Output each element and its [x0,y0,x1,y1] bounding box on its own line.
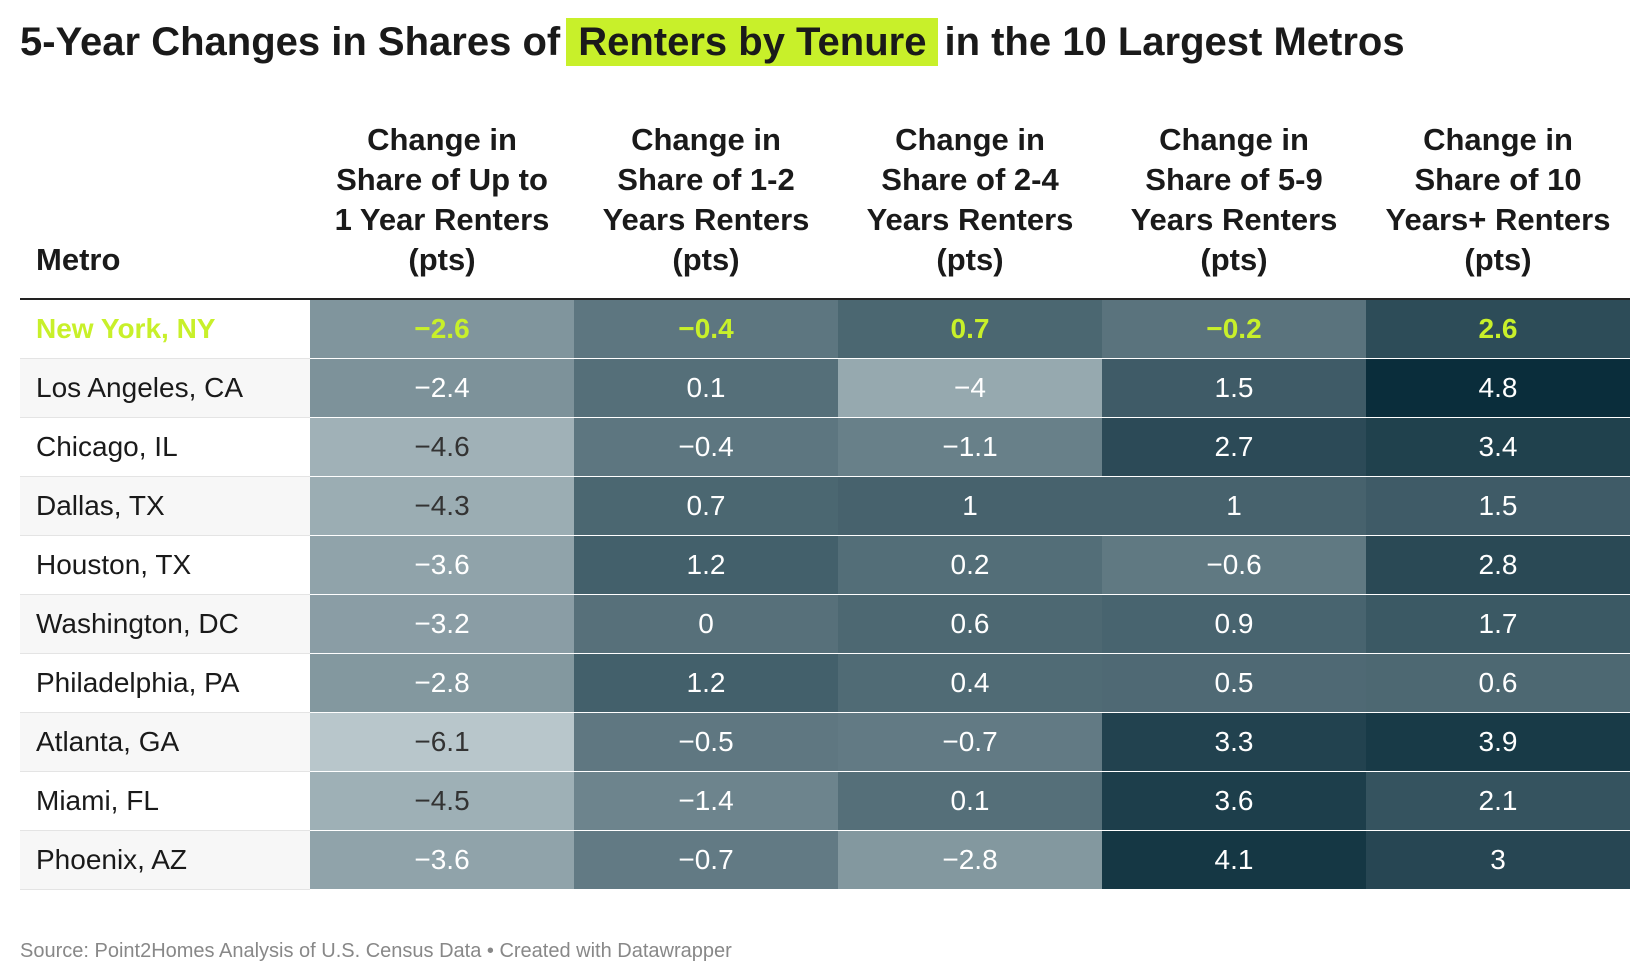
metro-cell: Miami, FL [20,771,310,831]
value-cell: 1.5 [1102,358,1366,418]
value-cell: 4.1 [1102,830,1366,890]
value-cell: 1.5 [1366,476,1630,536]
value-cell: 1.7 [1366,594,1630,654]
title-text: 5-Year Changes in Shares of [20,20,561,64]
value-cell: 3.3 [1102,712,1366,772]
table-row: Phoenix, AZ −3.6 −0.7 −2.8 4.1 3 [20,830,1630,890]
value-cell: −0.7 [838,712,1102,772]
metro-cell: Houston, TX [20,535,310,595]
metro-cell: Washington, DC [20,594,310,654]
value-cell: −4.3 [310,476,574,536]
value-cell: −3.6 [310,830,574,890]
value-cell: 0.7 [574,476,838,536]
metro-cell: Dallas, TX [20,476,310,536]
value-cell: −0.4 [574,417,838,477]
value-cell: 0.5 [1102,653,1366,713]
value-cell: −4.6 [310,417,574,477]
column-header: Change in Share of Up to 1 Year Renters … [310,120,574,300]
table-body: New York, NY −2.6 −0.4 0.7 −0.2 2.6 Los Angele… [20,299,1630,890]
metro-cell: Phoenix, AZ [20,830,310,890]
value-cell: −6.1 [310,712,574,772]
column-header: Change in Share of 10 Years+ Renters (pt… [1366,120,1630,300]
column-header: Metro [20,120,310,300]
value-cell: 0.9 [1102,594,1366,654]
value-cell: −0.6 [1102,535,1366,595]
value-cell: 1 [1102,476,1366,536]
title: 5-Year Changes in Shares of Renters by Te… [20,18,1405,66]
value-cell: 2.6 [1366,299,1630,359]
table-row: Houston, TX −3.6 1.2 0.2 −0.6 2.8 [20,535,1630,595]
value-cell: 4.8 [1366,358,1630,418]
value-cell: 2.7 [1102,417,1366,477]
value-cell: 3 [1366,830,1630,890]
value-cell: 1.2 [574,535,838,595]
column-header: Change in Share of 2-4 Years Renters (pt… [838,120,1102,300]
table-row: Los Angeles, CA −2.4 0.1 −4 1.5 4.8 [20,358,1630,418]
value-cell: −0.5 [574,712,838,772]
table: Metro Change in Share of Up to 1 Year Ren… [20,120,1630,890]
table-row: Washington, DC −3.2 0 0.6 0.9 1.7 [20,594,1630,654]
value-cell: −4 [838,358,1102,418]
value-cell: −3.2 [310,594,574,654]
value-cell: 2.1 [1366,771,1630,831]
value-cell: 0.7 [838,299,1102,359]
table-row: New York, NY −2.6 −0.4 0.7 −0.2 2.6 [20,299,1630,359]
value-cell: −4.5 [310,771,574,831]
value-cell: 1.2 [574,653,838,713]
header-row: Metro Change in Share of Up to 1 Year Ren… [20,120,1630,300]
value-cell: −2.8 [838,830,1102,890]
value-cell: −2.4 [310,358,574,418]
table-row: Miami, FL −4.5 −1.4 0.1 3.6 2.1 [20,771,1630,831]
table-row: Philadelphia, PA −2.8 1.2 0.4 0.5 0.6 [20,653,1630,713]
metro-cell: Atlanta, GA [20,712,310,772]
source: Source: Point2Homes Analysis of U.S. Cen… [20,940,732,962]
value-cell: −2.6 [310,299,574,359]
metro-cell: Los Angeles, CA [20,358,310,418]
value-cell: 3.4 [1366,417,1630,477]
value-cell: 2.8 [1366,535,1630,595]
metro-cell: Philadelphia, PA [20,653,310,713]
table-row: Atlanta, GA −6.1 −0.5 −0.7 3.3 3.9 [20,712,1630,772]
value-cell: −1.4 [574,771,838,831]
value-cell: −0.7 [574,830,838,890]
value-cell: 0.1 [574,358,838,418]
metro-cell: New York, NY [20,299,310,359]
value-cell: −2.8 [310,653,574,713]
metro-cell: Chicago, IL [20,417,310,477]
table-row: Chicago, IL −4.6 −0.4 −1.1 2.7 3.4 [20,417,1630,477]
value-cell: 1 [838,476,1102,536]
value-cell: −0.2 [1102,299,1366,359]
title-text: in the 10 Largest Metros [944,20,1405,64]
value-cell: −0.4 [574,299,838,359]
value-cell: 0.2 [838,535,1102,595]
value-cell: 0.4 [838,653,1102,713]
table-row: Dallas, TX −4.3 0.7 1 1 1.5 [20,476,1630,536]
value-cell: −1.1 [838,417,1102,477]
value-cell: 3.6 [1102,771,1366,831]
value-cell: −3.6 [310,535,574,595]
title-highlight: Renters by Tenure [566,18,939,66]
value-cell: 0.1 [838,771,1102,831]
value-cell: 0.6 [838,594,1102,654]
value-cell: 0.6 [1366,653,1630,713]
value-cell: 0 [574,594,838,654]
column-header: Change in Share of 1-2 Years Renters (pt… [574,120,838,300]
value-cell: 3.9 [1366,712,1630,772]
column-header: Change in Share of 5-9 Years Renters (pt… [1102,120,1366,300]
